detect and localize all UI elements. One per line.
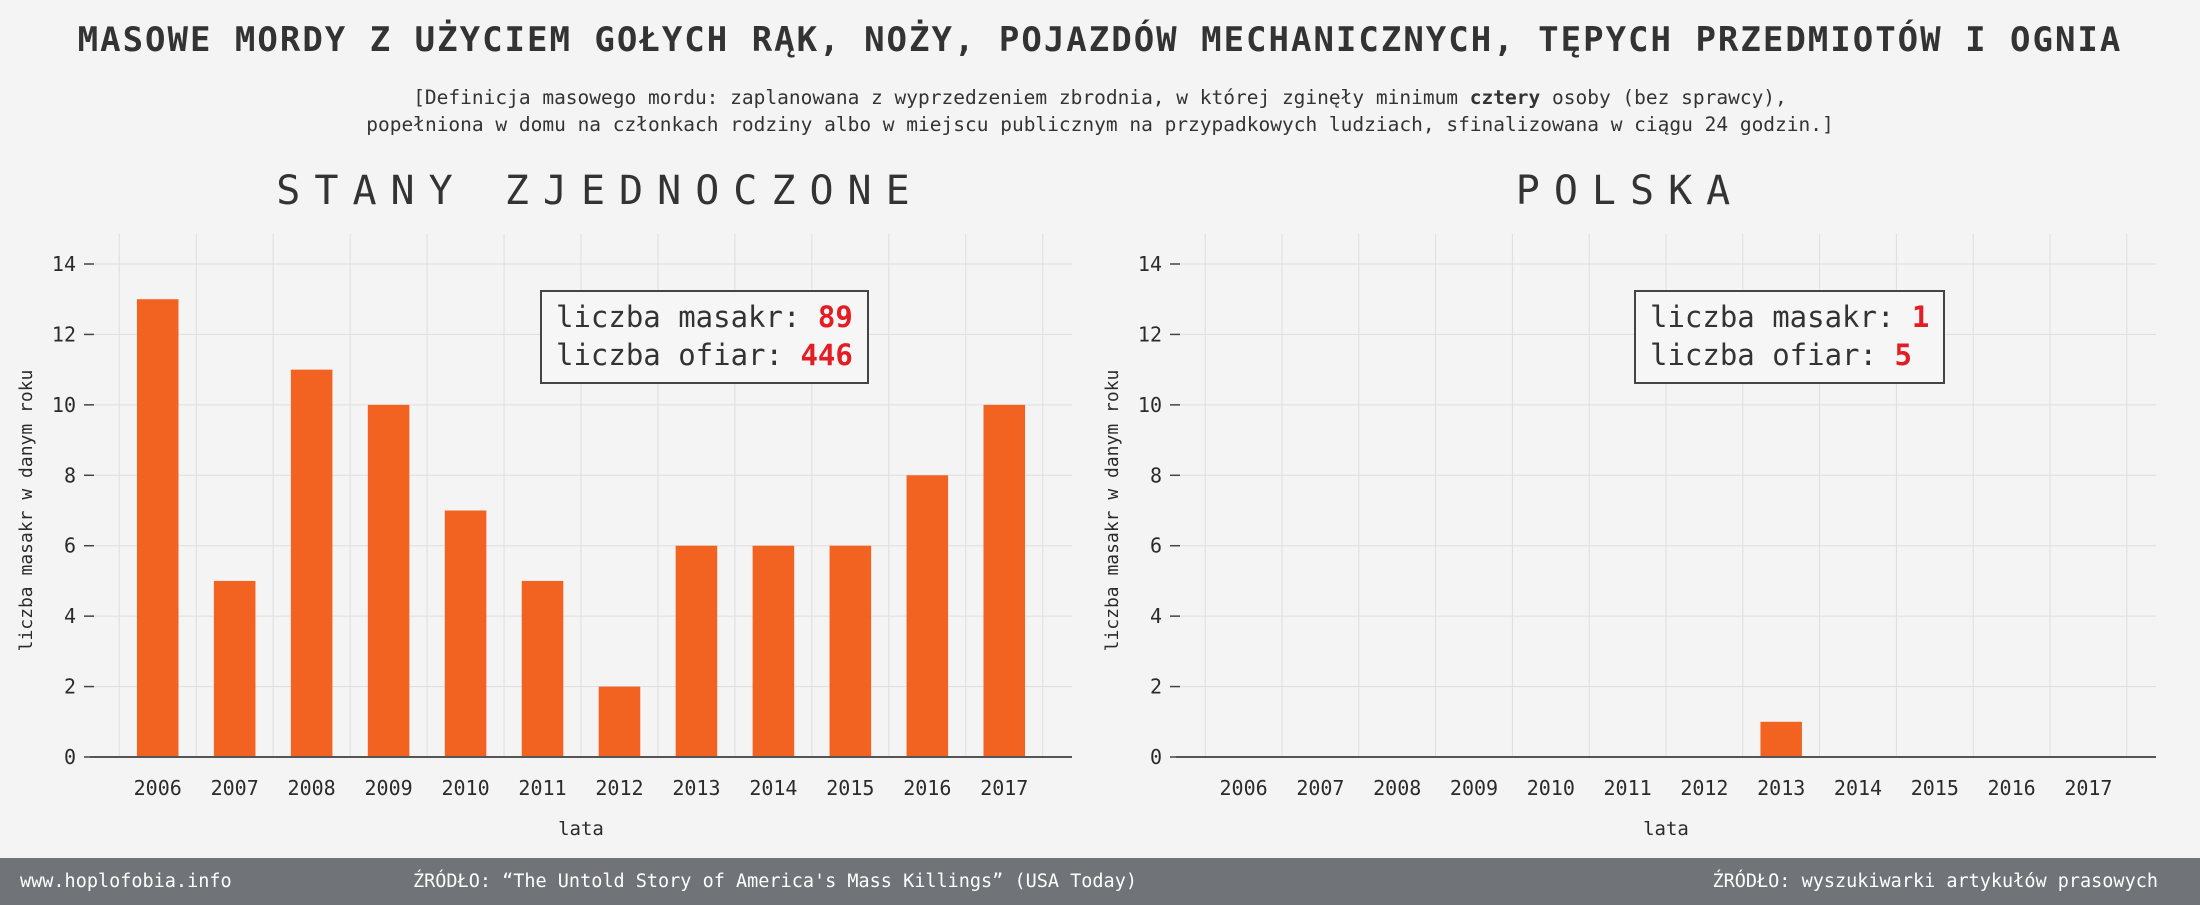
bar-2012 bbox=[598, 686, 641, 757]
stats-massacres-label: liczba masakr: bbox=[556, 300, 801, 334]
footer-site-link[interactable]: www.hoplofobia.info bbox=[20, 871, 232, 892]
panel-title-pl: POLSKA bbox=[1515, 168, 1745, 214]
x-tick-label: 2011 bbox=[518, 776, 566, 800]
y-tick-label: 2 bbox=[64, 675, 76, 699]
bar-2008 bbox=[290, 369, 333, 757]
stats-massacres-label: liczba masakr: bbox=[1650, 300, 1895, 334]
bar-2007 bbox=[213, 580, 256, 757]
stats-massacres-row: liczba masakr: 89 bbox=[556, 298, 853, 336]
y-tick-label: 0 bbox=[1150, 745, 1162, 769]
bar-2016 bbox=[906, 475, 949, 757]
subtitle-line-2: popełniona w domu na członkach rodziny a… bbox=[366, 113, 1834, 136]
x-tick-label: 2012 bbox=[1680, 776, 1728, 800]
x-tick-label: 2013 bbox=[1757, 776, 1805, 800]
x-axis-label: lata bbox=[1643, 818, 1689, 840]
bar-2009 bbox=[367, 404, 410, 757]
y-tick-label: 6 bbox=[64, 534, 76, 558]
y-tick-label: 8 bbox=[64, 463, 76, 487]
stats-victims-value: 5 bbox=[1894, 338, 1912, 372]
bar-2015 bbox=[829, 545, 872, 757]
subtitle-bold-word: cztery bbox=[1469, 86, 1541, 109]
x-tick-label: 2014 bbox=[1834, 776, 1882, 800]
x-tick-label: 2012 bbox=[595, 776, 643, 800]
y-tick-label: 4 bbox=[64, 604, 76, 628]
y-tick-label: 12 bbox=[1138, 322, 1162, 346]
x-tick-label: 2015 bbox=[826, 776, 874, 800]
x-tick-label: 2015 bbox=[1911, 776, 1959, 800]
bar-chart-pl: 0 2 4 6 8 10 12 14 2006 2007 2008 2009 2010 2011 2012 2… bbox=[1102, 234, 2156, 840]
x-axis-label: lata bbox=[558, 818, 604, 840]
y-tick-label: 12 bbox=[52, 322, 76, 346]
x-tick-label: 2006 bbox=[134, 776, 182, 800]
x-tick-label: 2011 bbox=[1604, 776, 1652, 800]
y-tick-label: 14 bbox=[1138, 252, 1162, 276]
stats-victims-value: 446 bbox=[800, 338, 853, 372]
x-tick-label: 2006 bbox=[1220, 776, 1268, 800]
stats-box-pl: liczba masakr: 1 liczba ofiar: 5 bbox=[1634, 290, 1946, 384]
stats-massacres-value: 89 bbox=[817, 300, 853, 334]
bar-2013 bbox=[1760, 721, 1802, 757]
y-tick-label: 2 bbox=[1150, 675, 1162, 699]
stats-victims-row: liczba ofiar: 5 bbox=[1650, 336, 1929, 374]
y-axis-label: liczba masakr w danym roku bbox=[1102, 370, 1123, 652]
x-tick-label: 2016 bbox=[1988, 776, 2036, 800]
bar-2006 bbox=[136, 299, 179, 757]
bar-2010 bbox=[444, 510, 487, 757]
panel-title-us: STANY ZJEDNOCZONE bbox=[276, 168, 924, 214]
bar-2017 bbox=[983, 404, 1026, 757]
y-tick-label: 6 bbox=[1150, 534, 1162, 558]
stats-victims-label: liczba ofiar: bbox=[556, 338, 783, 372]
subtitle-line-1-start: [Definicja masowego mordu: zaplanowana z… bbox=[413, 86, 1470, 109]
x-tick-label: 2008 bbox=[1373, 776, 1421, 800]
x-tick-label: 2007 bbox=[211, 776, 259, 800]
x-tick-label: 2017 bbox=[2064, 776, 2112, 800]
y-tick-label: 14 bbox=[52, 252, 76, 276]
x-tick-label: 2008 bbox=[288, 776, 336, 800]
y-tick-label: 4 bbox=[1150, 604, 1162, 628]
definition-subtitle: [Definicja masowego mordu: zaplanowana z… bbox=[0, 84, 2200, 138]
x-tick-label: 2010 bbox=[1527, 776, 1575, 800]
subtitle-line-1-end: osoby (bez sprawcy), bbox=[1540, 86, 1787, 109]
footer-source-us: ŹRÓDŁO: “The Untold Story of America's M… bbox=[413, 871, 1137, 892]
y-tick-label: 10 bbox=[52, 393, 76, 417]
stats-massacres-row: liczba masakr: 1 bbox=[1650, 298, 1929, 336]
page-title: MASOWE MORDY Z UŻYCIEM GOŁYCH RĄK, NOŻY,… bbox=[77, 20, 2123, 60]
footer-bar: www.hoplofobia.info ŹRÓDŁO: “The Untold … bbox=[0, 858, 2200, 905]
bar-2011 bbox=[521, 580, 564, 757]
bar-chart-us: 0 2 4 6 8 10 12 14 2006 2007 2008 2009 2010 2011 2012 2… bbox=[16, 234, 1072, 840]
x-tick-label: 2007 bbox=[1296, 776, 1344, 800]
stats-victims-label: liczba ofiar: bbox=[1650, 338, 1877, 372]
x-tick-label: 2016 bbox=[903, 776, 951, 800]
subtitle-line-1: [Definicja masowego mordu: zaplanowana z… bbox=[0, 84, 2200, 111]
x-tick-label: 2009 bbox=[365, 776, 413, 800]
x-tick-label: 2017 bbox=[980, 776, 1028, 800]
stats-victims-row: liczba ofiar: 446 bbox=[556, 336, 853, 374]
x-tick-label: 2013 bbox=[672, 776, 720, 800]
footer-source-pl: ŹRÓDŁO: wyszukiwarki artykułów prasowych bbox=[1712, 871, 2158, 892]
y-tick-label: 8 bbox=[1150, 463, 1162, 487]
stats-massacres-value: 1 bbox=[1911, 300, 1930, 334]
bar-2014 bbox=[752, 545, 795, 757]
bar-2013 bbox=[675, 545, 718, 757]
x-tick-label: 2010 bbox=[441, 776, 489, 800]
x-tick-label: 2009 bbox=[1450, 776, 1498, 800]
stats-box-us: liczba masakr: 89 liczba ofiar: 446 bbox=[540, 290, 869, 384]
y-axis-label: liczba masakr w danym roku bbox=[16, 370, 37, 652]
y-tick-label: 0 bbox=[64, 745, 76, 769]
y-tick-label: 10 bbox=[1138, 393, 1162, 417]
x-tick-label: 2014 bbox=[749, 776, 797, 800]
